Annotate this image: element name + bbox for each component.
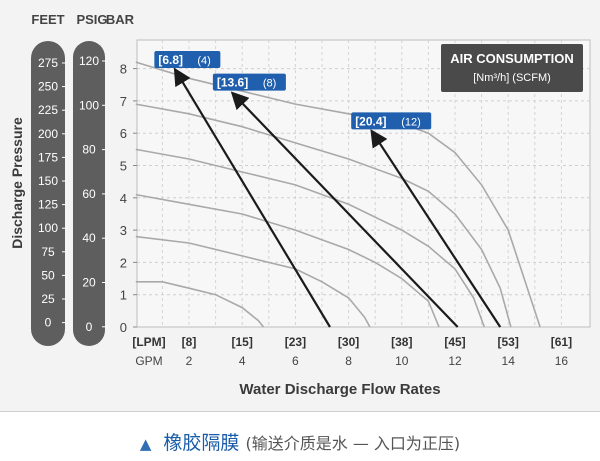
- psig-tick-label: 100: [79, 98, 99, 112]
- unit-header: FEET: [31, 12, 64, 27]
- x-gpm-tick-label: 14: [502, 354, 516, 368]
- bar-tick-label: 3: [120, 223, 127, 238]
- x-gpm-tick-label: 2: [186, 354, 193, 368]
- x-lpm-header: [LPM]: [132, 335, 165, 349]
- legend-subtitle: [Nm³/h] (SCFM): [473, 72, 551, 84]
- psig-tick-label: 0: [86, 320, 93, 334]
- feet-tick-label: 200: [38, 127, 58, 141]
- feet-tick-label: 250: [38, 80, 58, 94]
- air-label-badge: [212, 73, 286, 91]
- x-lpm-tick-label: [8]: [182, 335, 197, 349]
- feet-tick-label: 125: [38, 198, 58, 212]
- feet-tick-label: 275: [38, 56, 58, 70]
- x-gpm-tick-label: 16: [555, 354, 569, 368]
- bar-tick-label: 8: [120, 62, 127, 77]
- x-lpm-tick-label: [61]: [551, 335, 572, 349]
- unit-header: BAR: [106, 12, 135, 27]
- bar-tick-label: 6: [120, 126, 127, 141]
- caption-title: 橡胶隔膜: [163, 432, 240, 454]
- x-gpm-tick-label: 4: [239, 354, 246, 368]
- air-label-badge: [351, 112, 432, 130]
- air-label-nm3h: [6.8]: [158, 53, 183, 67]
- y-axis-title: Discharge Pressure: [9, 117, 25, 249]
- psig-scale-bar: [73, 41, 105, 346]
- feet-tick-label: 150: [38, 174, 58, 188]
- x-lpm-tick-label: [53]: [498, 335, 519, 349]
- x-gpm-tick-label: 6: [292, 354, 299, 368]
- caption-note: (输送介质是水 — 入口为正压): [245, 434, 461, 453]
- feet-tick-label: 50: [41, 268, 55, 282]
- psig-tick-label: 40: [82, 231, 96, 245]
- x-gpm-header: GPM: [135, 354, 162, 368]
- bar-tick-label: 5: [120, 159, 127, 174]
- air-label-nm3h: [20.4]: [355, 114, 386, 128]
- chart-panel: [6.8] (4) [13.6] (8) [20.4] (12) FEET PSIG BAR 2…: [0, 0, 600, 412]
- x-axis-title: Water Discharge Flow Rates: [239, 381, 440, 398]
- bar-tick-label: 0: [120, 320, 127, 335]
- legend-box: [441, 44, 583, 92]
- x-lpm-tick-label: [15]: [232, 335, 253, 349]
- chart-caption: ▲ 橡胶隔膜 (输送介质是水 — 入口为正压): [0, 428, 600, 455]
- air-label-scfm: (12): [401, 116, 421, 128]
- air-label-badge: [154, 51, 221, 69]
- feet-tick-label: 225: [38, 103, 58, 117]
- x-lpm-tick-label: [30]: [338, 335, 359, 349]
- air-consumption-arrow: [370, 129, 502, 328]
- x-gpm-tick-label: 8: [345, 354, 352, 368]
- bar-tick-label: 4: [120, 191, 127, 206]
- feet-scale-bar: [31, 41, 65, 346]
- pressure-curve: [135, 193, 440, 328]
- pressure-curve: [135, 235, 371, 328]
- air-consumption-arrow: [173, 67, 331, 328]
- triangle-icon: ▲: [139, 435, 152, 453]
- feet-tick-label: 100: [38, 221, 58, 235]
- feet-tick-label: 75: [41, 245, 55, 259]
- air-consumption-arrow: [230, 91, 459, 328]
- psig-tick-label: 80: [82, 143, 96, 157]
- legend-title: AIR CONSUMPTION: [450, 51, 574, 66]
- feet-tick-label: 175: [38, 150, 58, 164]
- feet-tick-label: 25: [41, 292, 55, 306]
- x-lpm-tick-label: [45]: [444, 335, 465, 349]
- psig-tick-label: 60: [82, 187, 96, 201]
- unit-header: PSIG: [76, 12, 107, 27]
- x-gpm-tick-label: 10: [395, 354, 409, 368]
- bar-tick-label: 1: [120, 288, 127, 303]
- psig-tick-label: 20: [82, 276, 96, 290]
- air-label-scfm: (4): [197, 55, 210, 67]
- bar-tick-label: 2: [120, 255, 127, 270]
- psig-tick-label: 120: [79, 54, 99, 68]
- feet-tick-label: 0: [45, 316, 52, 330]
- pressure-curve: [135, 148, 486, 328]
- x-lpm-tick-label: [23]: [285, 335, 306, 349]
- x-lpm-tick-label: [38]: [391, 335, 412, 349]
- bar-tick-label: 7: [120, 94, 127, 109]
- x-gpm-tick-label: 12: [448, 354, 462, 368]
- air-label-nm3h: [13.6]: [217, 76, 248, 90]
- air-label-scfm: (8): [263, 78, 276, 90]
- pressure-curve: [135, 281, 265, 328]
